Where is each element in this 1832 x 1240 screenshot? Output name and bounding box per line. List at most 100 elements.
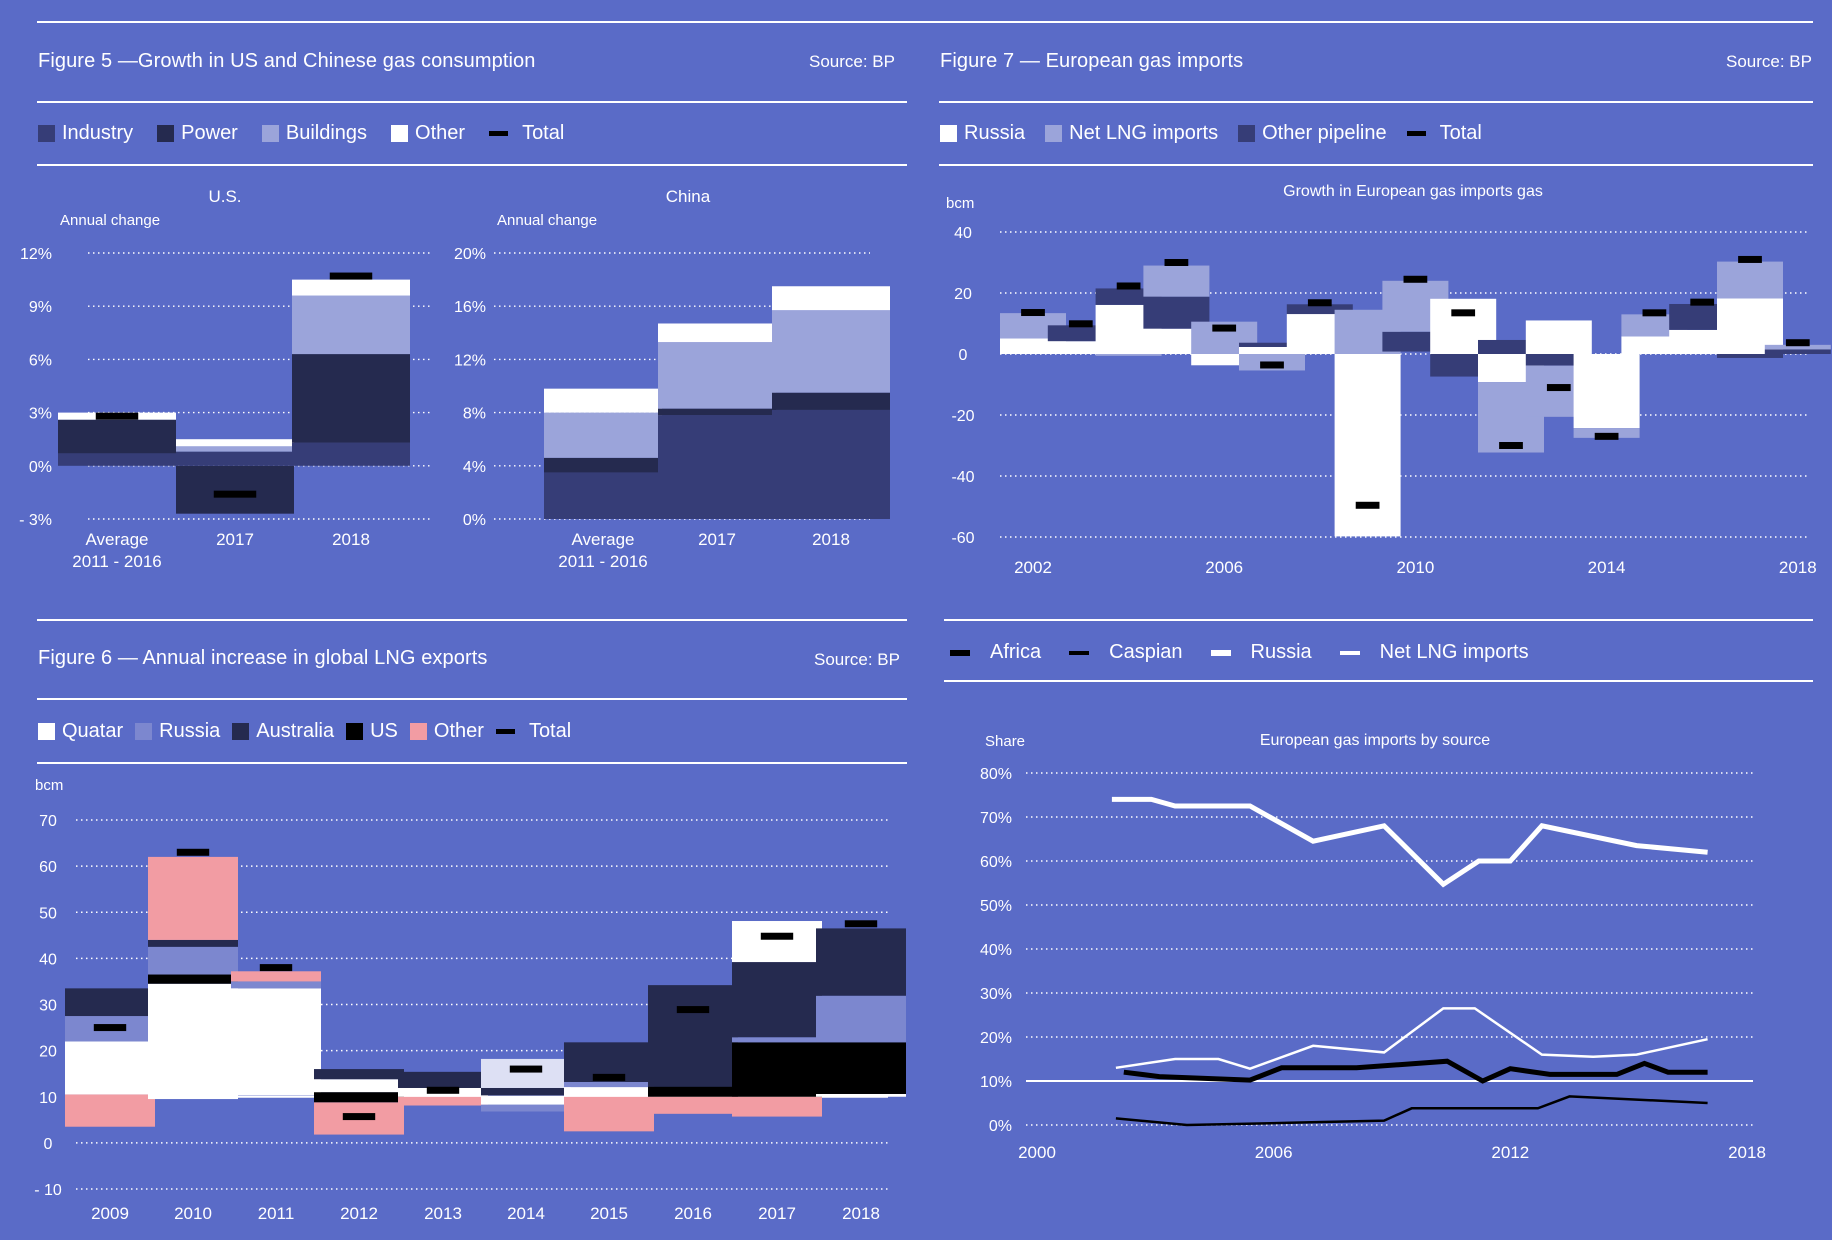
- lines-top-divider: [944, 619, 1813, 621]
- x-tick-label: 2010: [1396, 558, 1434, 577]
- legend-item-total: Total: [1406, 122, 1482, 145]
- bar-segment-industry: [292, 442, 410, 466]
- bar-segment-other-pipeline: [1525, 354, 1592, 366]
- bar-segment-other: [772, 286, 890, 311]
- y-tick-label: 20: [39, 1044, 57, 1061]
- x-tick-label-line: 2009: [91, 1204, 129, 1223]
- bar-2017: [732, 921, 822, 1117]
- y-tick-label: 4%: [463, 459, 486, 476]
- x-tick-label-line: 2011 - 2016: [558, 552, 647, 571]
- legend-label: Other: [433, 720, 484, 742]
- bar-segment-power: [658, 408, 776, 416]
- bar-segment-australia: [481, 1087, 571, 1096]
- total-marker: [95, 412, 139, 420]
- bar-2016: [648, 985, 738, 1114]
- bar-segment-other: [148, 856, 238, 940]
- legend-item-quatar: Quatar: [38, 720, 123, 743]
- x-tick-label: 2018: [1728, 1143, 1766, 1162]
- bar-Average-2011---2016: [58, 412, 176, 466]
- y-tick-label: 3%: [29, 406, 52, 423]
- legend-swatch: [346, 723, 364, 740]
- bar-segment-us: [314, 1092, 404, 1103]
- bar-segment-buildings: [658, 342, 776, 409]
- total-marker: [1212, 324, 1237, 332]
- legend-label: Net LNG imports: [1379, 641, 1529, 663]
- bar-segment-industry: [58, 453, 176, 466]
- legend-swatch: [940, 125, 957, 142]
- bar-segment-net-lng-imports: [1095, 354, 1162, 356]
- bar-segment-russia: [1191, 354, 1258, 366]
- total-marker: [1068, 320, 1093, 328]
- total-marker: [509, 1065, 543, 1073]
- legend-item-other: Other: [409, 720, 484, 743]
- legend-label: Russia: [1250, 641, 1312, 663]
- bar-segment-russia: [732, 1037, 822, 1043]
- bar-2018: [1764, 339, 1831, 354]
- bar-segment-other-pipeline: [1717, 354, 1783, 358]
- total-marker: [1785, 339, 1810, 347]
- bar-2018: [292, 272, 410, 466]
- bar-segment-other: [658, 323, 776, 343]
- legend-line-icon: [1069, 650, 1090, 655]
- legend-swatch: [391, 125, 409, 142]
- bar-segment-australia: [398, 1071, 488, 1088]
- x-tick-label: 2018: [332, 530, 370, 549]
- y-tick-label: 70: [39, 813, 57, 830]
- y-tick-label: 40%: [980, 942, 1012, 959]
- y-tick-label: 20: [954, 286, 972, 303]
- y-tick-label: 50: [39, 905, 57, 922]
- total-marker: [592, 1073, 626, 1081]
- bar-segment-russia: [1239, 346, 1305, 354]
- x-tick-label: 2011: [258, 1204, 295, 1223]
- legend-line-icon: [1339, 650, 1360, 655]
- x-tick-label: 2014: [507, 1204, 545, 1223]
- y-axis-label: Share: [985, 733, 1025, 750]
- total-marker: [329, 272, 373, 280]
- bar-segment-light: [481, 1058, 571, 1088]
- x-tick-label: 2012: [1491, 1143, 1529, 1162]
- y-tick-label: 0%: [989, 1118, 1012, 1135]
- y-tick-label: 40: [39, 951, 57, 968]
- bar-2014: [481, 1058, 571, 1112]
- legend-swatch: [232, 723, 250, 740]
- y-tick-label: - 3%: [19, 512, 52, 529]
- total-marker: [1403, 275, 1428, 283]
- total-marker: [676, 1006, 710, 1014]
- y-tick-label: -60: [951, 530, 974, 547]
- y-tick-label: 6%: [29, 352, 52, 369]
- x-tick-label: 2017: [758, 1204, 796, 1223]
- legend-swatch: [1238, 125, 1256, 142]
- chart-title: U.S.: [208, 187, 241, 206]
- bar-segment-australia: [65, 988, 155, 1017]
- bar-segment-other: [176, 439, 294, 447]
- x-tick-label-line: 2015: [590, 1204, 628, 1223]
- bar-segment-other: [65, 1094, 155, 1127]
- y-tick-label: 9%: [29, 299, 52, 316]
- bar-2013: [398, 1071, 488, 1106]
- y-axis-label: bcm: [35, 777, 63, 794]
- bar-2009: [65, 988, 155, 1127]
- bar-2010: [148, 848, 238, 1100]
- legend-line-icon: [1210, 649, 1231, 656]
- legend-item-net-lng-imports: Net LNG imports: [1045, 122, 1218, 145]
- x-tick-label: 2017: [216, 530, 254, 549]
- legend-item-total: Total: [495, 720, 572, 743]
- x-tick-label-line: 2017: [216, 530, 254, 549]
- bar-segment-us: [816, 1042, 906, 1094]
- x-tick-label-line: 2018: [842, 1204, 880, 1223]
- x-tick-label-line: 2017: [698, 530, 736, 549]
- bar-segment-buildings: [176, 446, 294, 452]
- bar-segment-us: [648, 1086, 738, 1097]
- x-tick-label: 2013: [424, 1204, 462, 1223]
- chart-lng: - 10 0 10 20 30 40 50 60 70 bcm 2009 2010 2011 2012 20…: [34, 777, 906, 1223]
- bar-segment-other: [648, 1096, 738, 1114]
- y-tick-label: 10: [39, 1090, 57, 1107]
- bar-segment-russia: [564, 1081, 654, 1088]
- legend-item-total: Total: [489, 122, 564, 145]
- bar-segment-power: [772, 392, 890, 410]
- y-tick-label: -40: [951, 469, 974, 486]
- bar-segment-quatar: [732, 921, 822, 963]
- y-tick-label: 30: [39, 998, 57, 1015]
- legend-label: Russia: [964, 122, 1026, 144]
- legend-label: Total: [528, 720, 572, 742]
